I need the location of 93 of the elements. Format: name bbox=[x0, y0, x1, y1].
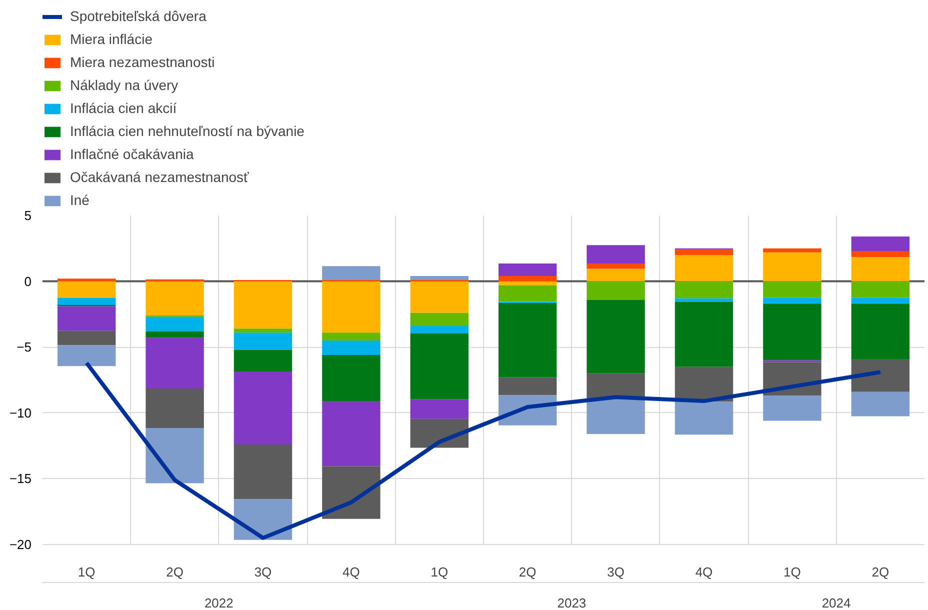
bar bbox=[498, 285, 557, 302]
text: 2023 bbox=[557, 596, 586, 610]
bar bbox=[57, 330, 116, 346]
bar bbox=[57, 281, 116, 298]
bar bbox=[674, 254, 734, 282]
bar bbox=[586, 268, 645, 282]
bar bbox=[498, 276, 557, 282]
y-tick-label: −5 bbox=[16, 340, 32, 355]
bar bbox=[498, 264, 557, 276]
legend-label: Miera inflácie bbox=[70, 31, 152, 47]
bar bbox=[586, 264, 645, 269]
bar bbox=[586, 281, 645, 300]
x-tick-label: 1Q bbox=[430, 564, 448, 580]
y-tick-label: −15 bbox=[9, 471, 32, 486]
legend-label: Spotrebiteľská dôvera bbox=[70, 8, 206, 24]
x-tick-label: 4Q bbox=[695, 564, 713, 580]
text: 2022 bbox=[204, 596, 234, 610]
bar bbox=[851, 256, 910, 282]
bar bbox=[763, 304, 822, 360]
bar bbox=[234, 332, 292, 350]
x-tick-label: 1Q bbox=[78, 564, 96, 580]
bar bbox=[410, 326, 469, 334]
bar bbox=[322, 340, 380, 355]
bar bbox=[851, 298, 910, 304]
x-tick-label: 2Q bbox=[166, 564, 184, 580]
bar bbox=[674, 250, 734, 255]
bar bbox=[410, 312, 469, 326]
bar bbox=[234, 350, 292, 372]
bar bbox=[763, 396, 822, 421]
bar bbox=[410, 399, 469, 419]
legend-label: Inflačné očakávania bbox=[70, 146, 194, 162]
bar bbox=[674, 281, 734, 298]
x-tick-label: 3Q bbox=[254, 564, 272, 580]
legend-label: Očakávaná nezamestnanosť bbox=[70, 169, 249, 185]
bar bbox=[763, 248, 822, 252]
y-tick-label: −20 bbox=[9, 537, 32, 552]
x-tick-label: 4Q bbox=[342, 564, 360, 580]
bar bbox=[146, 338, 204, 389]
x-tick-label: 2Q bbox=[518, 564, 536, 580]
bar bbox=[234, 444, 292, 500]
bar bbox=[851, 358, 910, 392]
bar bbox=[146, 331, 204, 338]
bar bbox=[586, 373, 645, 398]
bar bbox=[763, 298, 822, 304]
bar bbox=[410, 281, 469, 313]
bar bbox=[498, 377, 557, 396]
y-tick-label: 5 bbox=[24, 208, 32, 223]
legend-label: Inflácia cien akcií bbox=[70, 100, 177, 116]
bar bbox=[851, 251, 910, 257]
legend-label: Inflácia cien nehnuteľností na bývanie bbox=[70, 123, 304, 139]
y-tick-label: 0 bbox=[24, 274, 32, 289]
bar bbox=[763, 252, 822, 282]
bar bbox=[851, 392, 910, 416]
bar bbox=[674, 402, 734, 435]
text: 2024 bbox=[822, 596, 851, 610]
bar bbox=[851, 304, 910, 359]
bar bbox=[234, 281, 292, 329]
legend-label: Náklady na úvery bbox=[70, 77, 178, 93]
bar bbox=[234, 371, 292, 444]
bar bbox=[498, 303, 557, 378]
x-tick-label: 2Q bbox=[872, 564, 890, 580]
bar bbox=[57, 345, 116, 366]
bar bbox=[146, 281, 204, 316]
bar bbox=[146, 388, 204, 428]
bar bbox=[586, 245, 645, 264]
bar bbox=[146, 428, 204, 484]
y-tick-label: −10 bbox=[9, 405, 32, 420]
line-series bbox=[84, 360, 882, 540]
bar bbox=[410, 276, 469, 280]
bar bbox=[57, 306, 116, 331]
bar bbox=[763, 281, 822, 298]
bar bbox=[410, 333, 469, 400]
bar bbox=[322, 466, 380, 519]
legend-label: Iné bbox=[70, 192, 90, 208]
bar bbox=[234, 328, 292, 333]
x-tick-label: 1Q bbox=[784, 564, 801, 580]
bar bbox=[674, 302, 734, 367]
bar bbox=[322, 354, 380, 402]
bar bbox=[146, 316, 204, 332]
bar bbox=[586, 300, 645, 374]
bar bbox=[410, 418, 469, 448]
bar bbox=[851, 236, 910, 252]
bar bbox=[586, 398, 645, 434]
bar bbox=[674, 298, 734, 302]
bar bbox=[322, 281, 380, 333]
legend-label: Miera nezamestnanosti bbox=[70, 54, 215, 70]
bar bbox=[851, 281, 910, 298]
bar bbox=[322, 266, 380, 280]
bar bbox=[322, 401, 380, 466]
bar bbox=[57, 298, 116, 305]
x-tick-label: 3Q bbox=[607, 564, 624, 580]
bar bbox=[57, 278, 116, 282]
bar bbox=[322, 332, 380, 341]
